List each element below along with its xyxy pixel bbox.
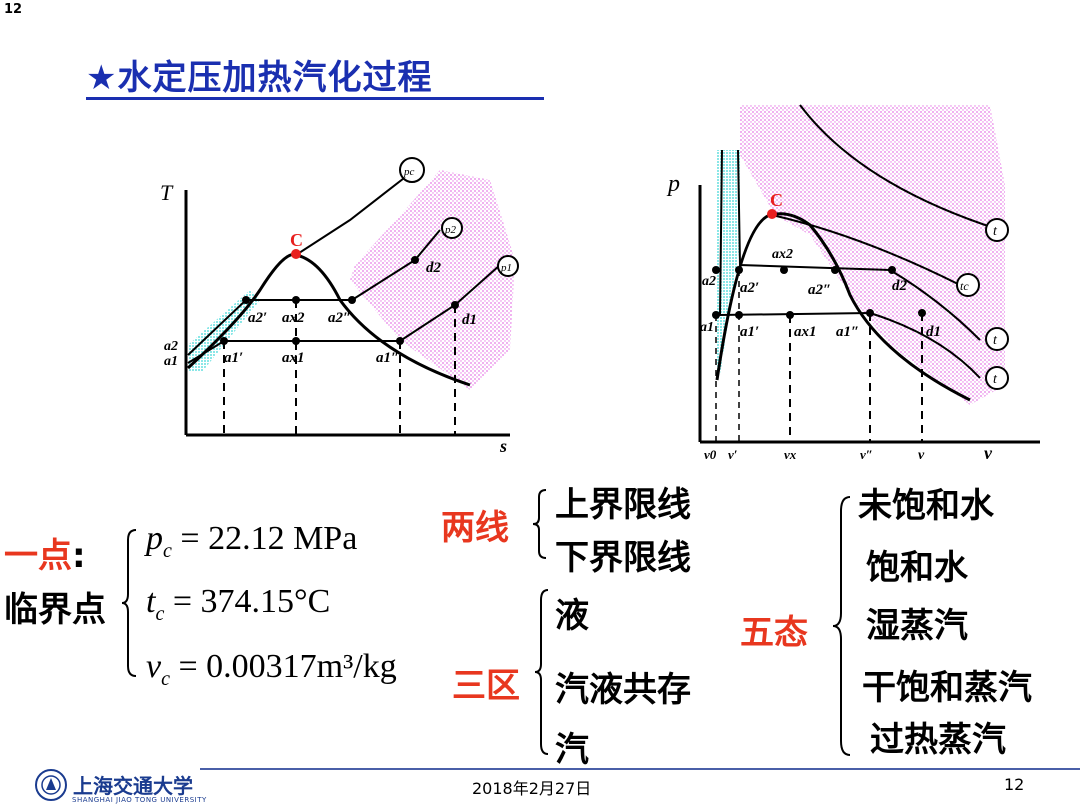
three-zones-label: 三区 bbox=[452, 666, 520, 706]
pv-vx-label: vx bbox=[784, 447, 797, 462]
footer-page-number: 12 bbox=[1004, 775, 1025, 794]
five-states-brace bbox=[832, 496, 851, 756]
pv-vpp-label: v″ bbox=[860, 447, 873, 462]
ts-a1-label: a1 bbox=[164, 354, 178, 369]
footer-date: 2018年2月27日 bbox=[472, 779, 592, 798]
university-name-en: SHANGHAI JIAO TONG UNIVERSITY bbox=[72, 796, 207, 804]
critical-point-label: 临界点 bbox=[4, 590, 106, 630]
ts-pc-label: pc bbox=[403, 166, 415, 178]
five-states-item-3: 湿蒸汽 bbox=[866, 606, 968, 646]
ts-p2-label: p2 bbox=[444, 224, 457, 236]
university-name-cn: 上海交通大学 bbox=[73, 774, 193, 798]
pv-a1p-label: a1′ bbox=[740, 324, 759, 340]
ts-critical-point bbox=[291, 249, 301, 259]
ts-a1p-label: a1′ bbox=[224, 350, 243, 366]
pv-v0-label: v0 bbox=[704, 447, 717, 462]
three-zones-item-liquid: 液 bbox=[555, 596, 589, 636]
pv-vapor-zone bbox=[740, 105, 1005, 405]
page-number-top: 12 bbox=[4, 2, 23, 17]
pv-a1-label: a1 bbox=[700, 320, 714, 335]
pv-critical-label: C bbox=[770, 190, 783, 210]
ts-ax2-label: ax2 bbox=[282, 310, 305, 326]
two-lines-item-lower: 下界限线 bbox=[555, 538, 691, 578]
five-states-item-2: 饱和水 bbox=[866, 548, 968, 588]
ts-a2pp-label: a2″ bbox=[328, 310, 351, 326]
two-lines-brace bbox=[532, 489, 547, 559]
one-point-label: 一点: bbox=[4, 536, 86, 576]
vc-formula: vc = 0.00317m³/kg bbox=[146, 648, 397, 690]
university-seal-icon bbox=[35, 769, 67, 801]
ts-vapor-zone bbox=[350, 170, 515, 390]
ts-a2-label: a2 bbox=[164, 339, 178, 354]
pv-d2-label: d2 bbox=[892, 278, 908, 294]
ts-d1-label: d1 bbox=[462, 312, 477, 328]
pv-t-label-2: t bbox=[993, 333, 998, 348]
pv-a2-label: a2 bbox=[702, 274, 716, 289]
pv-diagram: p v C t tc t t ax2 a2 a2′ a2″ d2 a1 a1′ … bbox=[666, 104, 1040, 463]
pv-a2pp-label: a2″ bbox=[808, 282, 831, 298]
pv-d1-label: d1 bbox=[926, 324, 941, 340]
three-zones-item-mixed: 汽液共存 bbox=[555, 670, 691, 710]
pv-axis-v: v bbox=[984, 443, 993, 463]
five-states-label: 五态 bbox=[740, 613, 808, 653]
pv-ax1-label: ax1 bbox=[794, 324, 817, 340]
pv-critical-point bbox=[767, 209, 777, 219]
tc-formula: tc = 374.15°C bbox=[146, 583, 331, 625]
ts-critical-label: C bbox=[290, 230, 303, 250]
critical-brace bbox=[121, 529, 137, 677]
pv-ax2-label: ax2 bbox=[772, 247, 793, 262]
title-underline bbox=[86, 97, 544, 100]
five-states-item-5: 过热蒸汽 bbox=[870, 720, 1006, 760]
ts-p1-label: p1 bbox=[500, 262, 512, 274]
ts-a1pp-label: a1″ bbox=[376, 350, 399, 366]
footer-divider bbox=[200, 768, 1080, 770]
five-states-item-1: 未饱和水 bbox=[858, 486, 994, 526]
ts-ax1-label: ax1 bbox=[282, 350, 305, 366]
pv-a2p-label: a2′ bbox=[740, 280, 759, 296]
pv-a1pp-label: a1″ bbox=[836, 324, 859, 340]
ts-d2-label: d2 bbox=[426, 260, 442, 276]
ts-a2p-label: a2′ bbox=[248, 310, 267, 326]
two-lines-label: 两线 bbox=[441, 508, 509, 548]
pv-tc-label: tc bbox=[960, 279, 969, 293]
pv-t-label-1: t bbox=[993, 224, 998, 239]
pv-liquid-zone bbox=[716, 150, 740, 375]
pv-vp-label: v′ bbox=[728, 447, 738, 462]
ts-axis-s: s bbox=[499, 436, 507, 456]
pv-axis-p: p bbox=[666, 171, 680, 197]
two-lines-item-upper: 上界限线 bbox=[555, 485, 691, 525]
five-states-item-4: 干饱和蒸汽 bbox=[862, 668, 1032, 708]
pv-v-label: v bbox=[918, 448, 925, 463]
three-zones-brace bbox=[534, 589, 549, 755]
pc-formula: pc = 22.12 MPa bbox=[146, 520, 358, 562]
three-zones-item-vapor: 汽 bbox=[555, 730, 589, 770]
slide-title: ★水定压加热汽化过程 bbox=[86, 58, 433, 98]
pv-t-label-3: t bbox=[993, 372, 998, 387]
ts-diagram: T s C pc p2 p1 a2 a1 a2′ ax2 a2″ d2 a1′ … bbox=[160, 157, 519, 456]
ts-axis-t: T bbox=[160, 180, 174, 205]
